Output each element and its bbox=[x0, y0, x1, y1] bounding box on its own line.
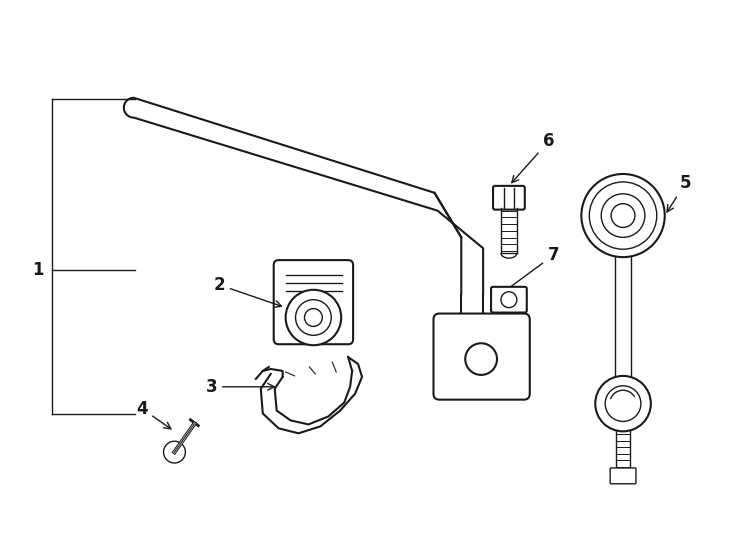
Text: 2: 2 bbox=[214, 276, 282, 307]
Text: 6: 6 bbox=[512, 132, 554, 183]
Circle shape bbox=[611, 204, 635, 227]
Circle shape bbox=[164, 441, 186, 463]
Circle shape bbox=[501, 292, 517, 308]
Text: 3: 3 bbox=[206, 378, 275, 396]
FancyBboxPatch shape bbox=[493, 186, 525, 210]
Text: 4: 4 bbox=[136, 400, 171, 429]
Circle shape bbox=[589, 182, 657, 249]
Circle shape bbox=[296, 300, 331, 335]
FancyBboxPatch shape bbox=[610, 468, 636, 484]
Text: 1: 1 bbox=[32, 261, 43, 279]
Circle shape bbox=[465, 343, 497, 375]
Circle shape bbox=[581, 174, 665, 257]
FancyBboxPatch shape bbox=[274, 260, 353, 344]
Circle shape bbox=[286, 290, 341, 345]
Circle shape bbox=[595, 376, 651, 431]
Text: 5: 5 bbox=[667, 174, 691, 212]
Circle shape bbox=[601, 194, 645, 238]
FancyBboxPatch shape bbox=[491, 287, 527, 313]
Circle shape bbox=[305, 308, 322, 326]
FancyBboxPatch shape bbox=[434, 314, 530, 400]
Text: 7: 7 bbox=[496, 246, 559, 297]
Circle shape bbox=[606, 386, 641, 421]
